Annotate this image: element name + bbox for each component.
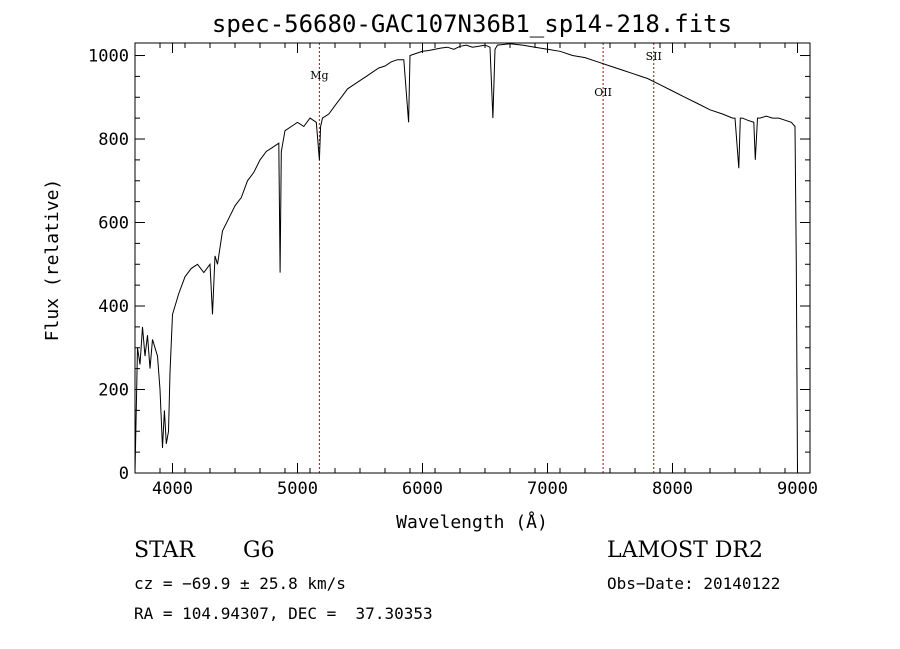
marker-label-sii: SII: [646, 50, 662, 63]
y-tick-label: 200: [98, 381, 129, 401]
y-tick-label: 800: [98, 130, 129, 150]
redshift-info: cz = −69.9 ± 25.8 km/s: [134, 574, 346, 593]
spectrum-line-0: [134, 43, 798, 474]
chart-title: spec-56680-GAC107N36B1_sp14-218.fits: [212, 10, 732, 38]
coordinates: RA = 104.94307, DEC = 37.30353: [134, 604, 433, 623]
y-tick-label: 400: [98, 297, 129, 317]
marker-label-mg: Mg: [310, 69, 328, 82]
survey-name: LAMOST DR2: [607, 538, 763, 563]
emission-line-markers: Mg OII SII: [310, 43, 662, 473]
y-tick-label: 0: [119, 464, 129, 484]
marker-label-oii: OII: [594, 86, 612, 99]
x-axis: 4000 5000 6000 7000 8000 9000: [134, 43, 818, 499]
x-tick-label: 5000: [277, 479, 318, 499]
y-axis: 0 200 400 600 800 1000: [88, 47, 810, 484]
y-tick-label: 600: [98, 214, 129, 234]
x-tick-label: 6000: [402, 479, 443, 499]
x-tick-label: 8000: [652, 479, 693, 499]
x-tick-label: 4000: [152, 479, 193, 499]
y-axis-label: Flux (relative): [42, 179, 63, 342]
spectrum-series: [134, 43, 798, 474]
object-subclass: G6: [243, 538, 275, 563]
x-tick-label: 9000: [777, 479, 818, 499]
x-axis-label: Wavelength (Å): [396, 511, 548, 533]
x-tick-label: 7000: [527, 479, 568, 499]
plot-frame: [134, 42, 811, 474]
y-tick-label: 1000: [88, 47, 129, 67]
object-class: STAR: [134, 538, 195, 563]
observation-date: Obs−Date: 20140122: [607, 574, 781, 593]
